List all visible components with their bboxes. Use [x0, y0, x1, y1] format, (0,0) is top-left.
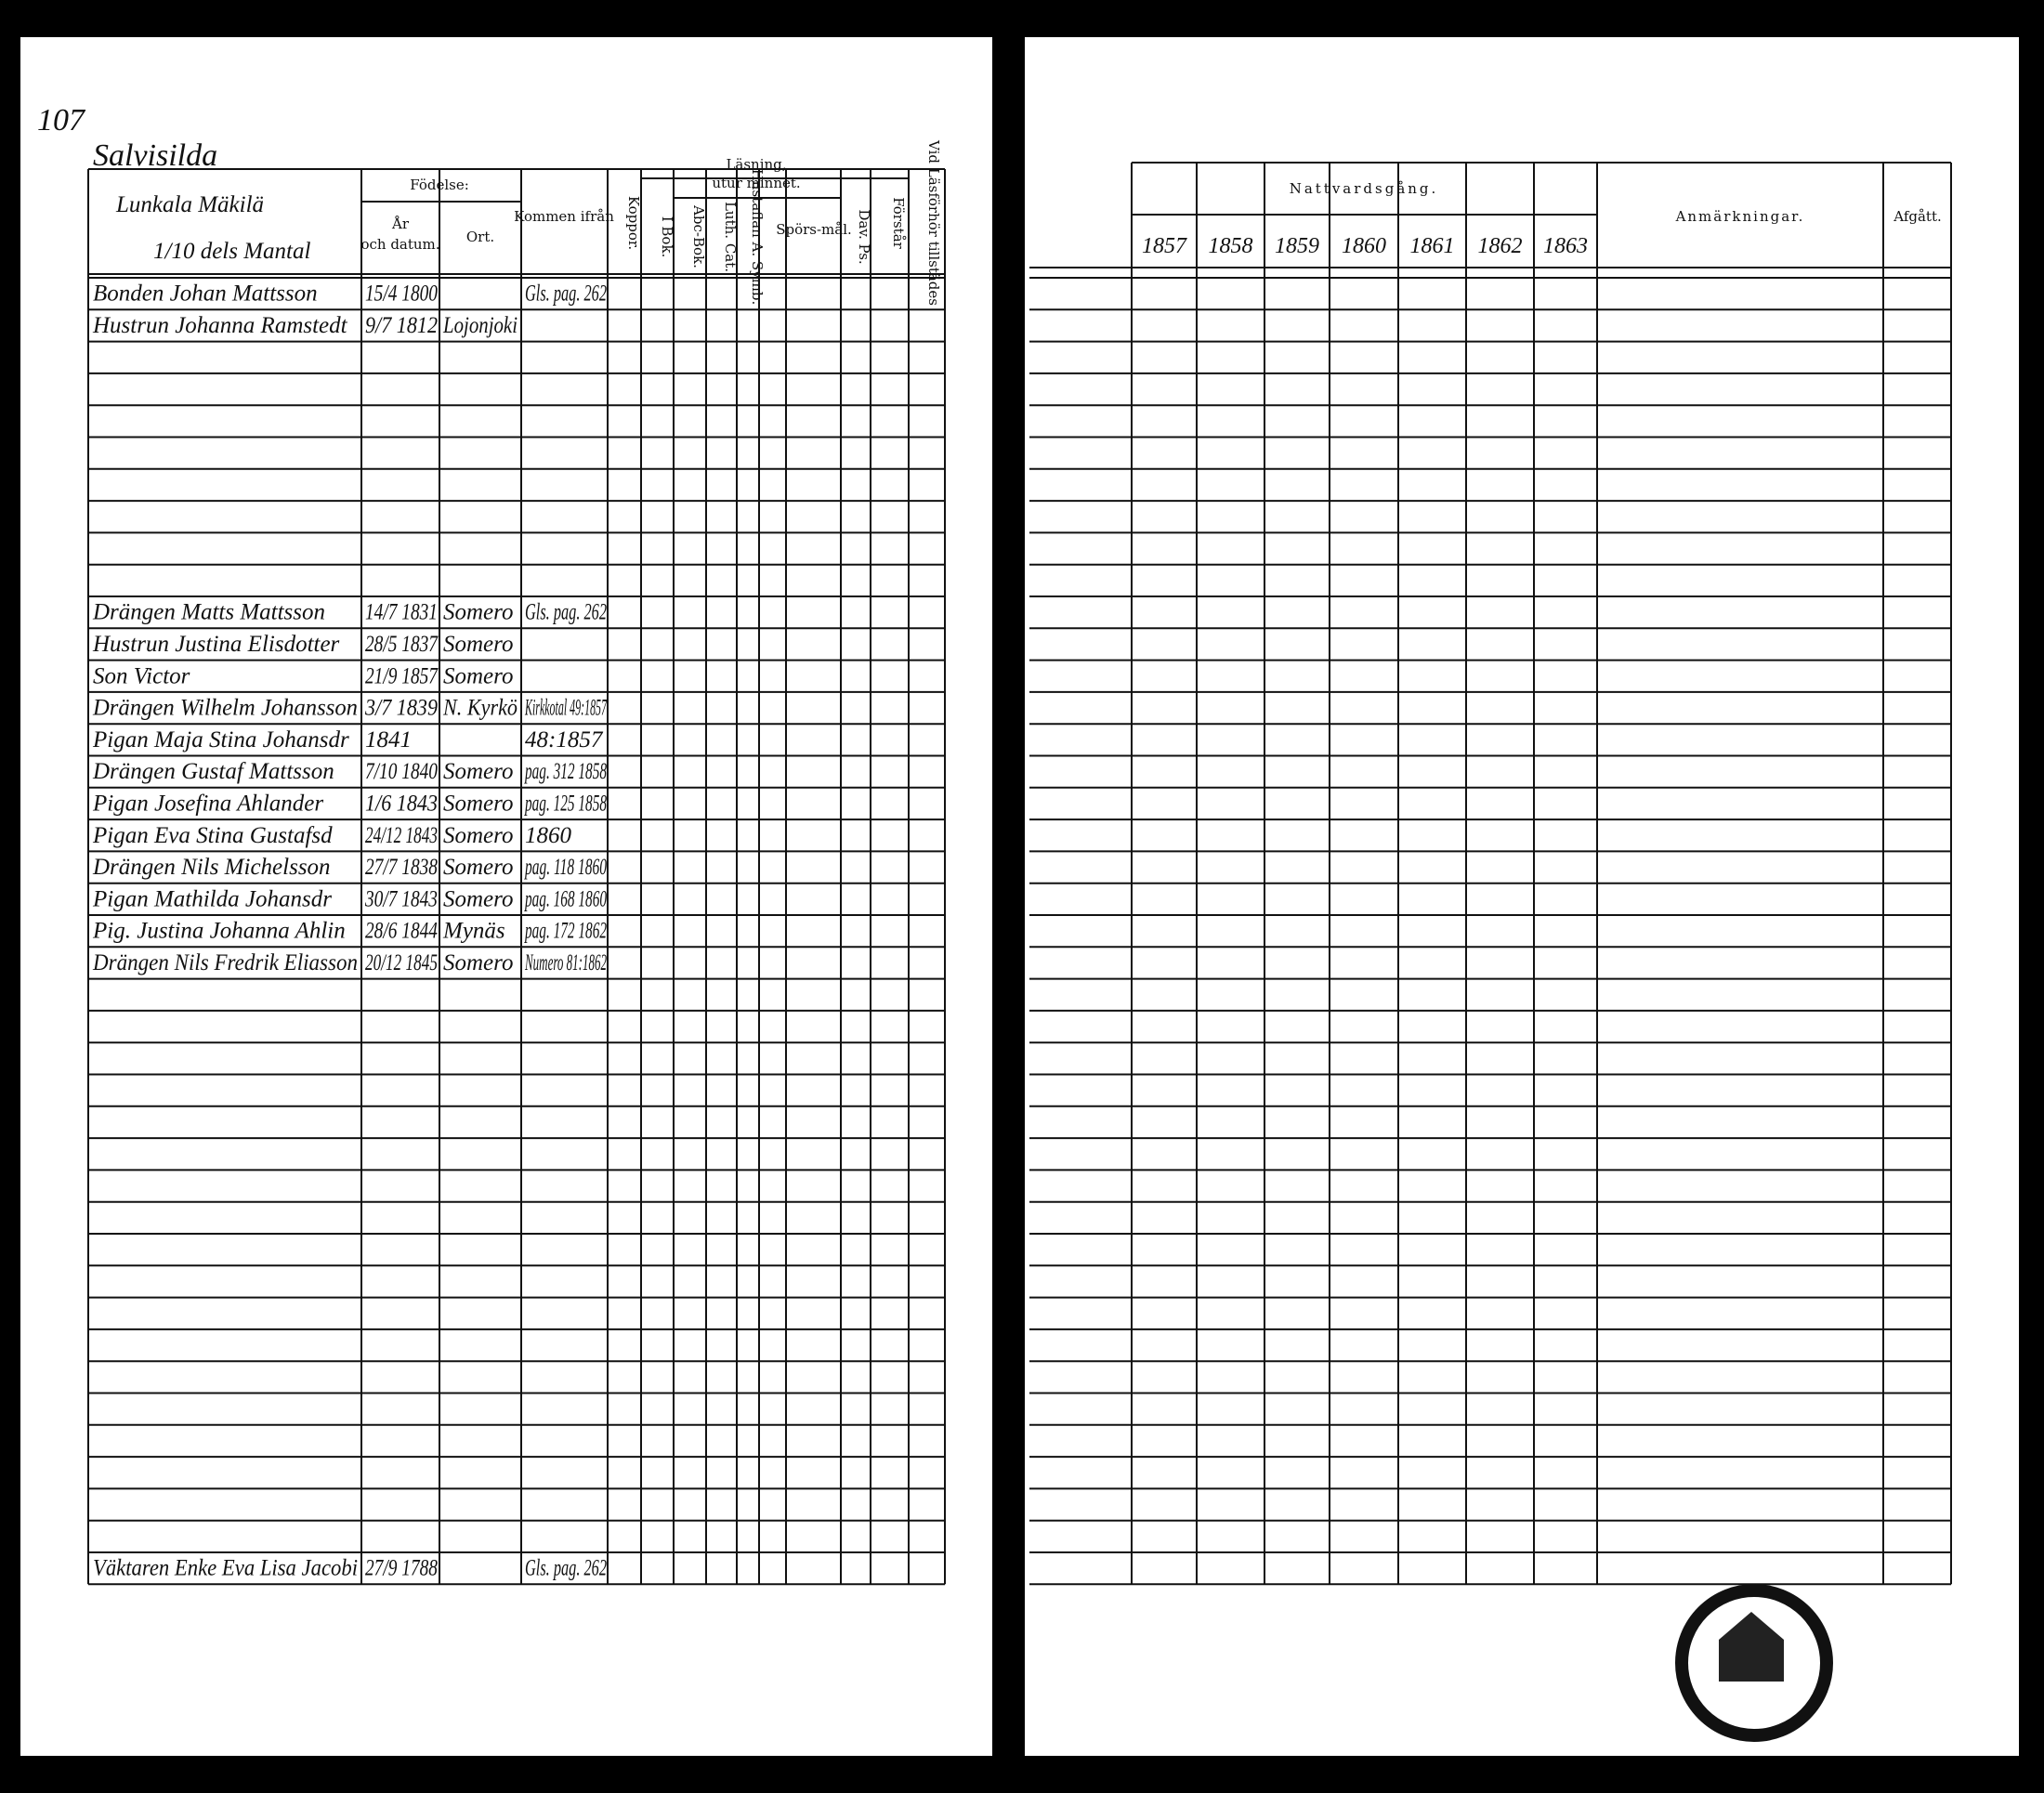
birth-place: Somero [443, 950, 513, 975]
birth-place: Somero [443, 600, 513, 625]
row-name: Hustrun Justina Elisdotter [92, 632, 340, 657]
came-from: pag. 168 1860 [524, 886, 608, 911]
header: Dav. Ps. [856, 209, 872, 264]
birth-date: 21/9 1857 [365, 663, 439, 688]
header: utur minnet. [712, 175, 800, 191]
year: 1861 [1410, 234, 1455, 258]
row-name: Drängen Gustaf Mattsson [92, 759, 334, 784]
birth-date: 14/7 1831 [365, 600, 438, 625]
row-name: Drängen Matts Mattsson [92, 600, 325, 625]
header: Abc-Bok. [690, 204, 707, 268]
birth-place: Somero [443, 632, 513, 657]
header: och datum. [360, 236, 439, 253]
birth-date: 9/7 1812 [365, 313, 438, 338]
header: Läsning, [726, 156, 786, 173]
header: Födelse: [410, 177, 469, 193]
header: Kommen ifrån [514, 208, 614, 225]
row-name: Pigan Maja Stina Johansdr [92, 727, 349, 753]
came-from: Gls. pag. 262 [525, 600, 607, 625]
household: Lunkala Mäkilä [115, 192, 264, 217]
row-name: Son Victor [93, 663, 190, 688]
header: Hustaflan A. Symb. [749, 169, 766, 306]
row-name: Hustrun Johanna Ramstedt [92, 313, 348, 338]
header: År [391, 216, 410, 232]
came-from: 48:1857 [525, 727, 604, 753]
village: Salvisilda [93, 138, 217, 173]
row-name: Pigan Eva Stina Gustafsd [92, 823, 333, 848]
came-from: Kirkkotal 49:1857 [525, 696, 608, 721]
came-from: pag. 172 1862 [524, 919, 607, 944]
header: I Bok. [659, 216, 675, 258]
header: Ort. [466, 229, 494, 245]
header: Koppor. [625, 196, 642, 250]
birth-date: 28/6 1844 [365, 919, 438, 944]
row-name: Bonden Johan Mattsson [93, 281, 318, 307]
birth-place: Somero [443, 823, 513, 848]
ruling [87, 162, 1952, 1586]
year: 1863 [1543, 234, 1588, 258]
household-share: 1/10 dels Mantal [153, 239, 310, 264]
row-name: Drängen Wilhelm Johansson [92, 696, 358, 721]
year: 1857 [1142, 234, 1187, 258]
stamp [1675, 1584, 1833, 1742]
row-name: Drängen Nils Fredrik Eliasson [92, 950, 358, 975]
birth-place: Somero [443, 663, 513, 688]
row-name: Drängen Nils Michelsson [92, 855, 331, 880]
birth-date: 27/9 1788 [365, 1556, 438, 1581]
birth-date: 15/4 1800 [365, 281, 438, 307]
right-page [1025, 37, 2019, 1756]
birth-place: N. Kyrkö [442, 696, 518, 721]
header: Nattvardsgång. [1290, 180, 1439, 197]
birth-date: 20/12 1845 [365, 950, 438, 975]
came-from: pag. 118 1860 [524, 855, 608, 880]
came-from: pag. 125 1858 [524, 791, 608, 816]
birth-date: 27/7 1838 [365, 855, 438, 880]
birth-date: 30/7 1843 [364, 886, 438, 911]
header: Vid Läsförhör tillstädes [925, 139, 942, 306]
year: 1860 [1342, 234, 1386, 258]
birth-date: 1841 [365, 727, 412, 753]
year: 1862 [1478, 234, 1523, 258]
year: 1858 [1209, 234, 1253, 258]
row-name: Pigan Josefina Ahlander [92, 791, 323, 816]
left-page [20, 37, 992, 1756]
birth-place: Lojonjoki [442, 313, 518, 338]
page-number: 107 [37, 103, 86, 137]
birth-date: 24/12 1843 [365, 823, 438, 848]
header: Spörs-mål. [776, 221, 852, 238]
came-from: Numero 81:1862 [524, 950, 607, 975]
birth-place: Somero [443, 886, 513, 911]
came-from: 1860 [525, 823, 572, 848]
came-from: Gls. pag. 262 [525, 281, 607, 307]
came-from: Gls. pag. 262 [525, 1556, 607, 1581]
year: 1859 [1275, 234, 1319, 258]
birth-place: Somero [443, 759, 513, 784]
birth-date: 1/6 1843 [365, 791, 438, 816]
row-name: Pig. Justina Johanna Ahlin [92, 919, 346, 944]
came-from: pag. 312 1858 [524, 759, 608, 784]
birth-date: 7/10 1840 [365, 759, 438, 784]
birth-place: Somero [443, 855, 513, 880]
birth-place: Somero [443, 791, 513, 816]
birth-place: Mynäs [442, 919, 505, 944]
birth-date: 28/5 1837 [365, 632, 439, 657]
header: Luth. Cat. [722, 202, 739, 272]
birth-date: 3/7 1839 [364, 696, 438, 721]
header: Anmärkningar. [1675, 208, 1805, 225]
header: Förstår [890, 197, 907, 249]
row-name: Pigan Mathilda Johansdr [92, 886, 332, 911]
row-name: Väktaren Enke Eva Lisa Jacobi [93, 1556, 358, 1581]
header: Afgått. [1893, 208, 1942, 225]
